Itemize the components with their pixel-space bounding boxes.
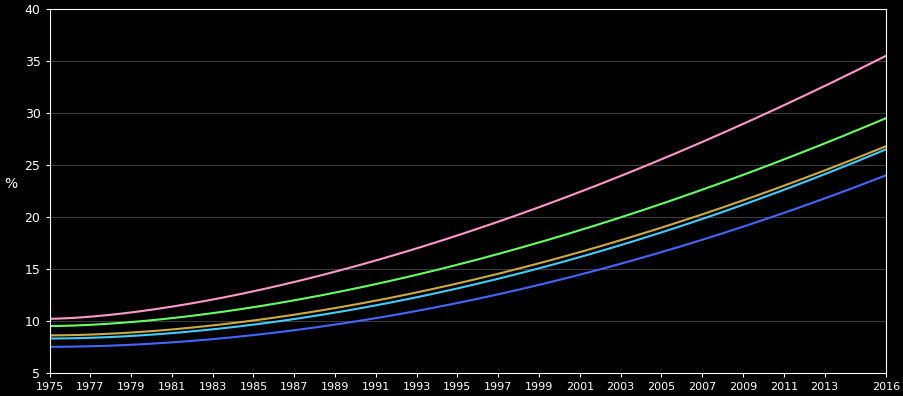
Y-axis label: %: % [5,177,17,191]
